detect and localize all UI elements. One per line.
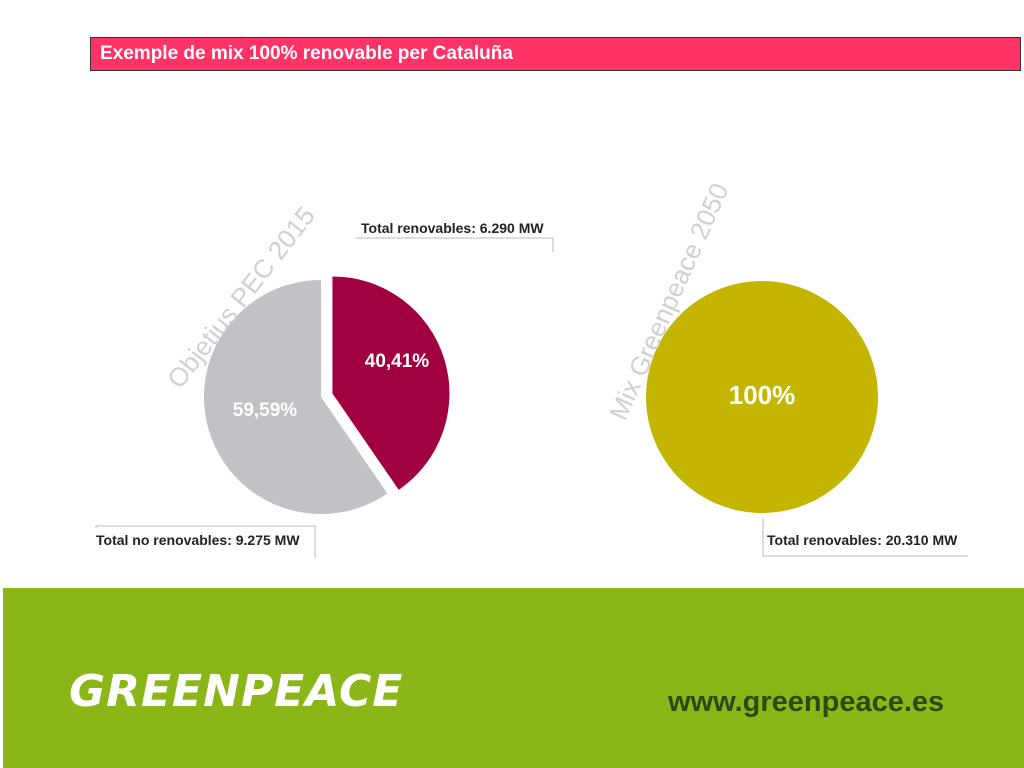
pie1-slices: [204, 276, 450, 514]
pie2-annotation-line: [762, 518, 968, 557]
charts-area: Objetius PEC 2015 40,41% 59,59% Total re…: [95, 179, 968, 558]
website-link[interactable]: www.greenpeace.es: [668, 686, 945, 718]
pie1-slice-0: [332, 276, 450, 490]
pie1-annotation-no-renovables: Total no renovables: 9.275 MW: [96, 532, 300, 548]
pie-chart-greenpeace-2050: Mix Greenpeace 2050 100% Total renovable…: [603, 179, 968, 557]
pie1-annotation-renovables: Total renovables: 6.290 MW: [361, 220, 544, 236]
greenpeace-logo: GREENPEACE: [69, 666, 404, 717]
pie1-slice-1: [204, 280, 388, 514]
pie1-slice-label-nonrenewable: 59,59%: [233, 400, 298, 421]
pie2-slice-label: 100%: [729, 380, 796, 410]
pie1-annotation-line-bottom: [95, 525, 316, 558]
pie-chart-pec-2015: Objetius PEC 2015 40,41% 59,59% Total re…: [95, 201, 554, 558]
pie1-annotation-line-top: [356, 237, 554, 252]
pie1-slice-label-renewable: 40,41%: [365, 351, 430, 372]
title-bar: Exemple de mix 100% renovable per Catalu…: [90, 37, 1021, 71]
pie2-slices: [646, 281, 878, 513]
slide-title: Exemple de mix 100% renovable per Catalu…: [100, 43, 513, 64]
pie2-annotation-renovables: Total renovables: 20.310 MW: [767, 532, 958, 548]
footer-band: GREENPEACE www.greenpeace.es: [3, 588, 1024, 768]
pie2-slice-0: [646, 281, 878, 513]
